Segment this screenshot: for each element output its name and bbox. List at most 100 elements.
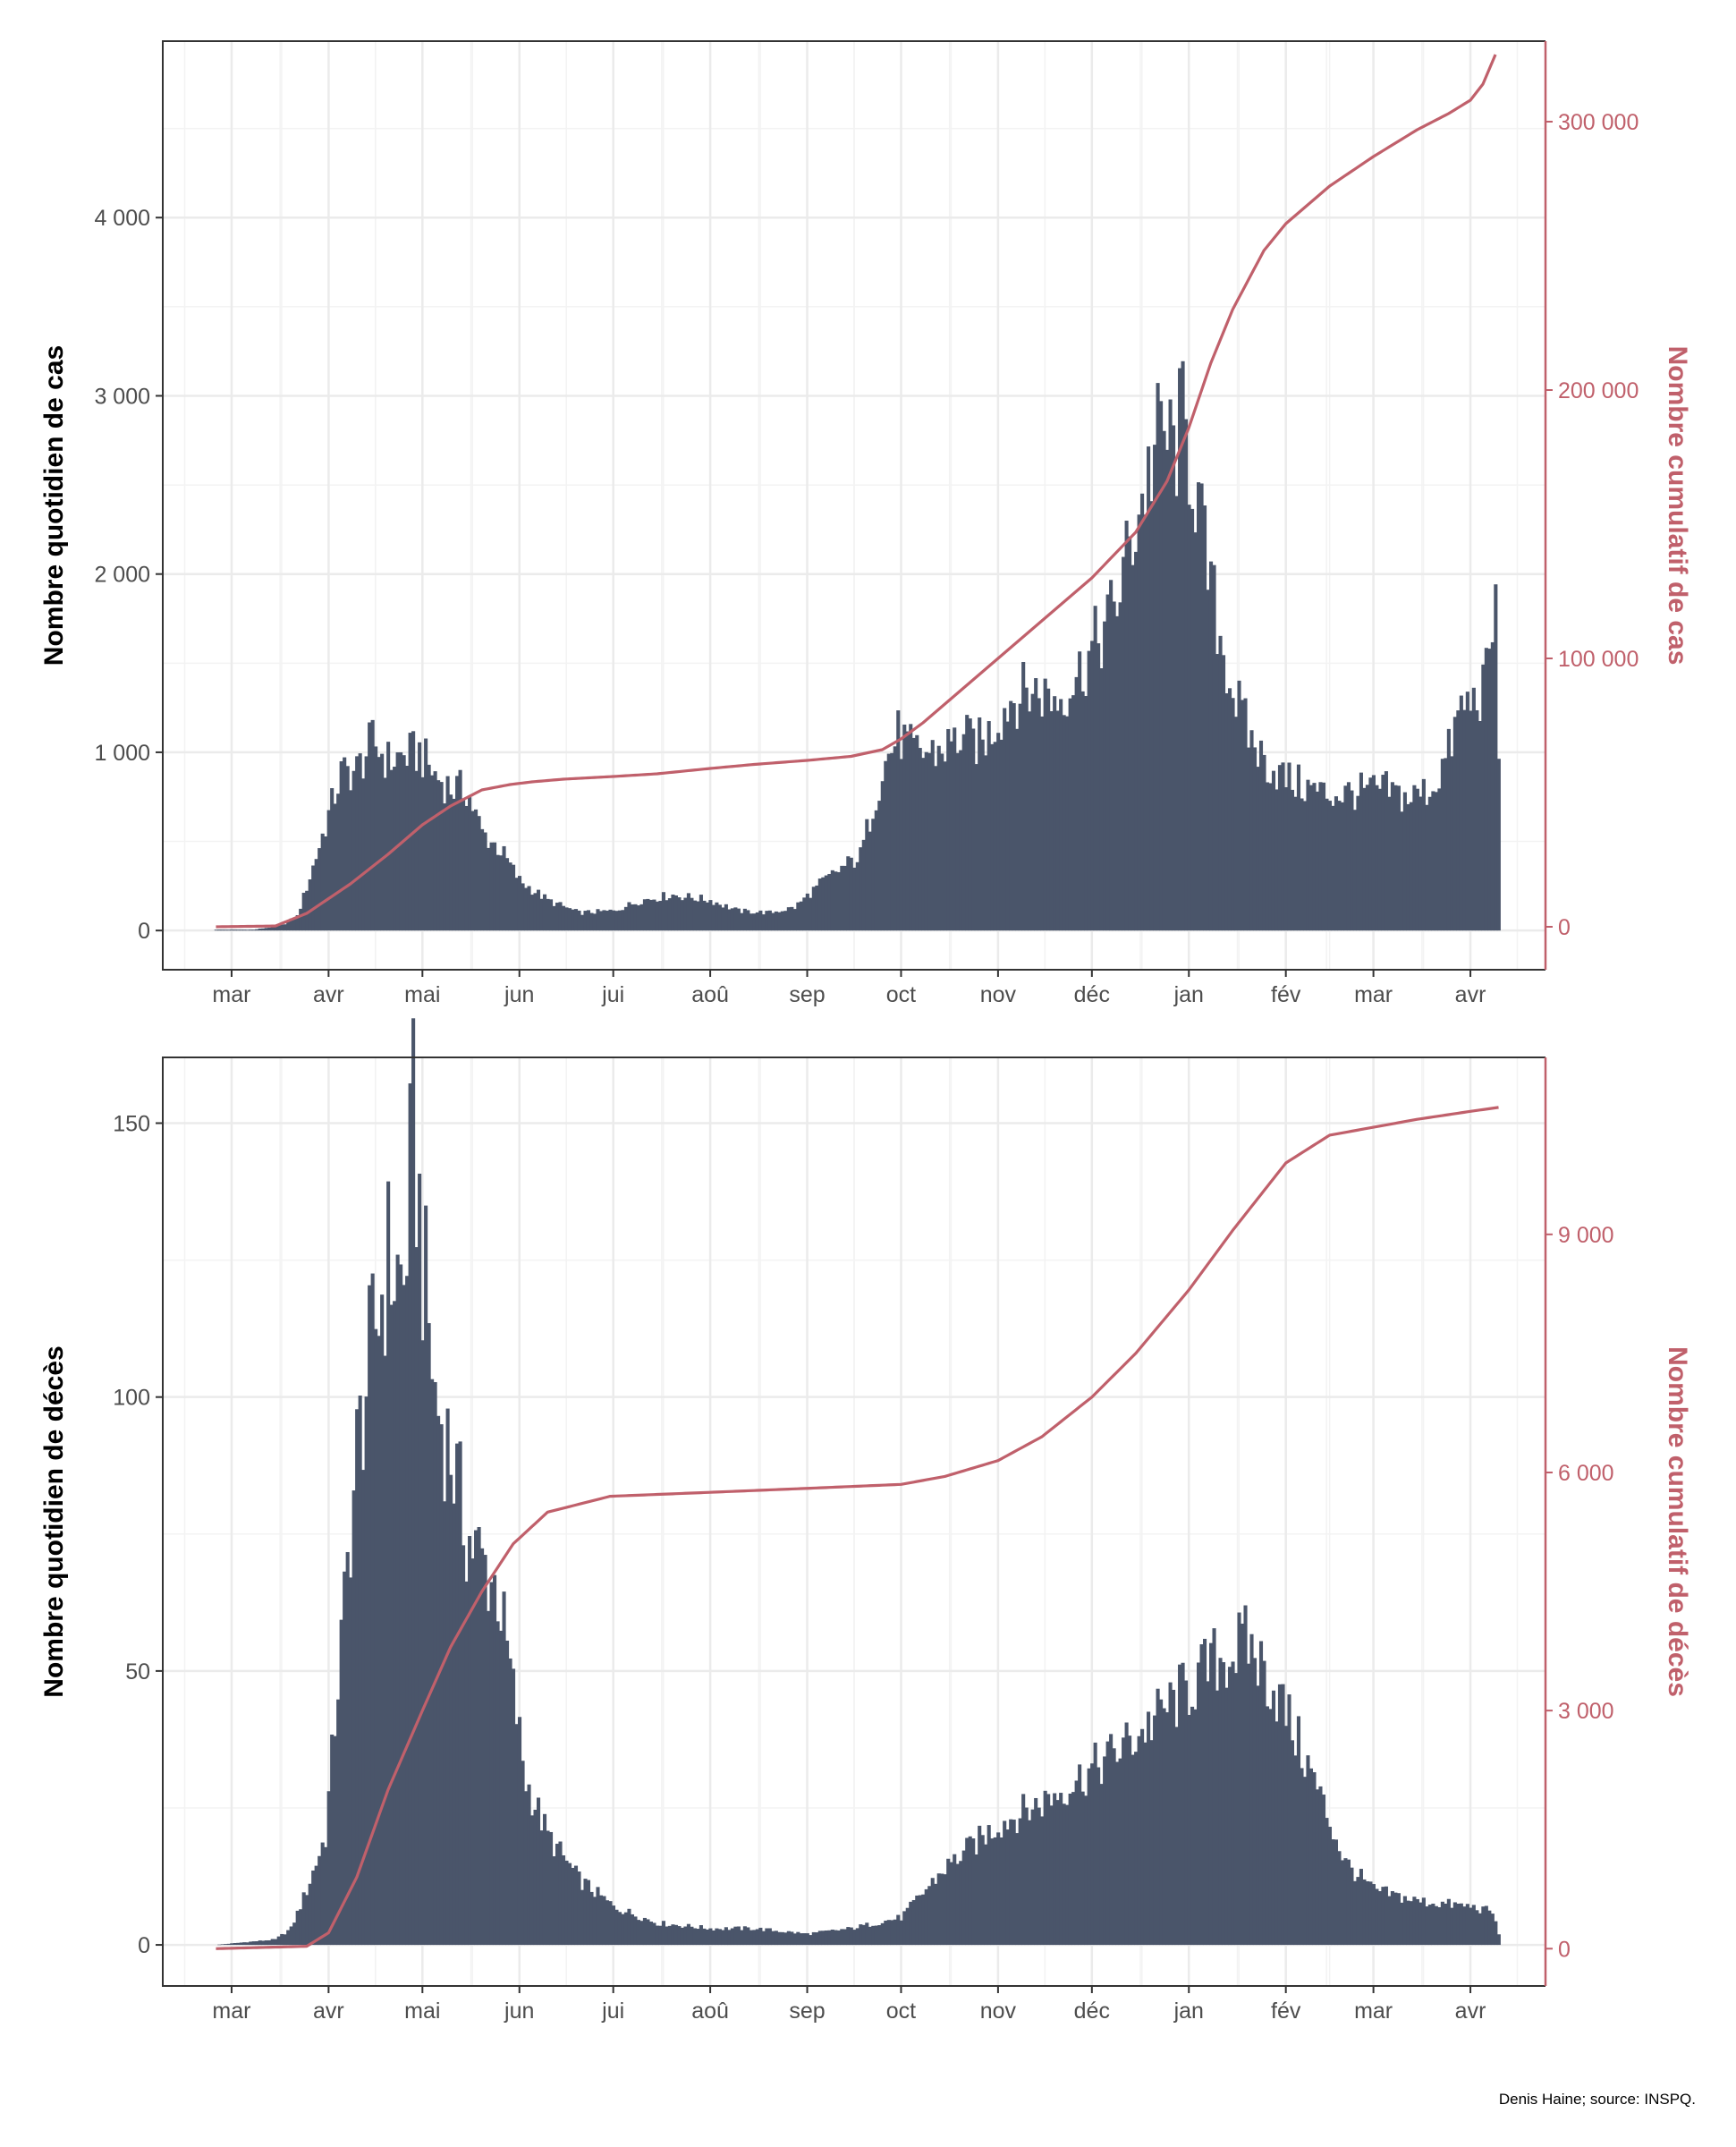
y-left-tick-label: 2 000: [94, 563, 150, 588]
daily-bar: [646, 898, 650, 931]
daily-bar: [984, 755, 988, 931]
daily-bar: [1037, 698, 1041, 931]
daily-bar: [1143, 514, 1147, 931]
daily-bar: [1053, 1793, 1057, 1946]
daily-bar: [512, 864, 516, 931]
daily-bar: [911, 1899, 916, 1946]
daily-bar: [868, 1926, 872, 1946]
daily-bar: [1187, 1714, 1191, 1946]
daily-bar: [805, 1933, 809, 1946]
daily-bar: [1149, 1740, 1154, 1946]
daily-bar: [1149, 501, 1154, 931]
daily-bar: [1371, 775, 1376, 931]
daily-bar: [978, 717, 982, 931]
daily-bar: [915, 1895, 919, 1946]
daily-bar: [736, 1926, 741, 1946]
daily-bar: [495, 1621, 500, 1946]
daily-bar: [1215, 1690, 1220, 1946]
daily-bar: [308, 1883, 312, 1946]
daily-bar: [636, 905, 641, 931]
daily-bar: [1068, 1793, 1072, 1946]
daily-bar: [380, 1294, 385, 1946]
x-tick-label: avr: [1455, 982, 1486, 1007]
daily-bar: [968, 718, 972, 931]
daily-bar: [761, 1931, 766, 1946]
daily-bar: [1131, 1754, 1135, 1946]
daily-bar: [955, 752, 960, 931]
daily-bar: [1187, 505, 1191, 931]
daily-bar: [899, 1920, 903, 1946]
daily-bar: [1487, 649, 1492, 931]
daily-bar: [1040, 1816, 1045, 1946]
daily-bar: [1359, 1869, 1363, 1946]
daily-bar: [614, 1909, 619, 1946]
daily-bar: [783, 911, 788, 931]
daily-bar: [1308, 785, 1314, 931]
daily-bar: [824, 1930, 828, 1946]
daily-bar: [765, 1928, 769, 1946]
daily-bar: [805, 893, 809, 931]
daily-bar: [267, 1939, 272, 1946]
daily-bar: [1168, 399, 1173, 931]
x-tick-label: mar: [1354, 982, 1393, 1007]
daily-bar: [752, 1930, 757, 1946]
daily-bar: [1440, 1901, 1444, 1946]
daily-bar: [583, 911, 588, 931]
daily-bar: [1122, 1737, 1126, 1946]
daily-bar: [686, 893, 690, 931]
daily-bar: [464, 1581, 469, 1946]
daily-bar: [1240, 1623, 1245, 1946]
daily-bar: [1346, 782, 1351, 931]
daily-bar: [1018, 703, 1022, 931]
daily-bar: [715, 902, 719, 931]
daily-bar: [1421, 1897, 1426, 1946]
deaths-daily-bars: [217, 1018, 1501, 1946]
daily-bar: [665, 900, 669, 931]
daily-bar: [1140, 1728, 1145, 1946]
y-right-tick-label: 9 000: [1558, 1223, 1614, 1248]
daily-bar: [636, 1920, 641, 1946]
daily-bar: [468, 1536, 472, 1946]
daily-bar: [1343, 1858, 1348, 1946]
daily-bar: [1325, 798, 1329, 931]
daily-bar: [596, 1887, 600, 1946]
daily-bar: [846, 856, 851, 931]
daily-bar: [286, 921, 291, 931]
daily-bar: [918, 748, 922, 931]
daily-bar: [965, 1837, 970, 1946]
daily-bar: [389, 1304, 394, 1946]
daily-bar: [1393, 785, 1398, 931]
daily-bar: [1147, 446, 1151, 931]
daily-bar: [796, 1931, 800, 1946]
daily-bar: [489, 1582, 494, 1946]
daily-bar: [598, 1895, 604, 1946]
daily-bar: [614, 911, 619, 931]
daily-bar: [680, 900, 684, 931]
daily-bar: [1059, 1793, 1063, 1946]
daily-bar: [1080, 1791, 1085, 1946]
daily-bar: [361, 1470, 366, 1946]
daily-bar: [934, 766, 938, 931]
daily-bar: [652, 1922, 656, 1946]
daily-bar: [1028, 1820, 1032, 1946]
deaths-panel-border: [162, 1057, 1545, 1987]
daily-bar: [799, 901, 803, 931]
daily-bar: [1246, 1663, 1251, 1946]
daily-bar: [295, 915, 300, 931]
daily-bar: [449, 794, 453, 931]
daily-bar: [320, 1842, 325, 1946]
daily-bar: [949, 741, 953, 931]
daily-bar: [255, 1941, 259, 1946]
daily-bar: [561, 1854, 566, 1946]
daily-bar: [855, 1928, 860, 1946]
daily-bar: [1287, 762, 1291, 931]
daily-bar: [445, 776, 450, 931]
daily-bar: [493, 842, 497, 931]
daily-bar: [790, 1931, 794, 1946]
daily-bar: [318, 1855, 322, 1946]
daily-bar: [242, 929, 247, 931]
daily-bar: [452, 798, 456, 931]
daily-bar: [930, 740, 935, 931]
daily-bar: [1434, 792, 1438, 931]
daily-bar: [1462, 709, 1467, 931]
